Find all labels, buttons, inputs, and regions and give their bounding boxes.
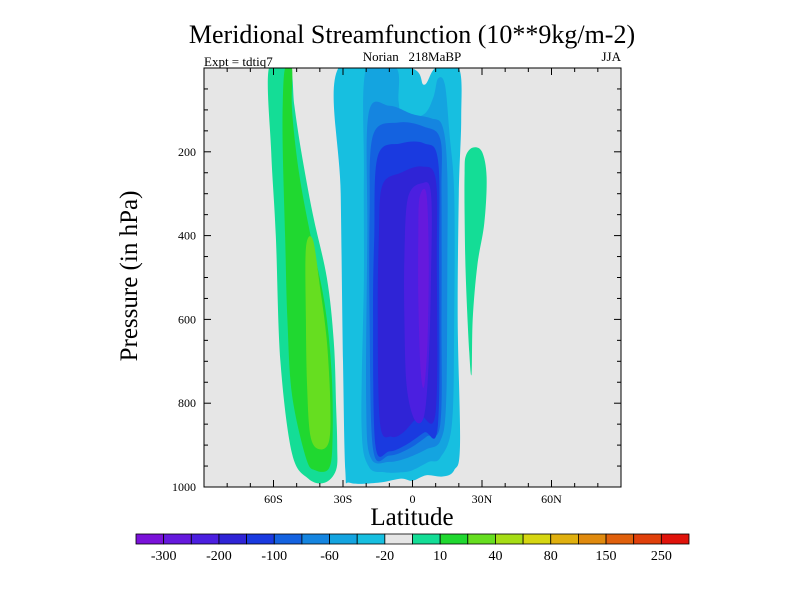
y-axis-label: Pressure (in hPa) bbox=[116, 191, 143, 362]
chart-title: Meridional Streamfunction (10**9kg/m-2) bbox=[189, 20, 635, 49]
x-tick-label: 60S bbox=[264, 492, 283, 506]
colorbar-label: 40 bbox=[488, 549, 502, 564]
axis-ticks: 60S 30S 0 30N 60N 200 400 600 800 1000 bbox=[172, 67, 622, 506]
colorbar: -300 -200 -100 -60 -20 10 40 80 150 250 bbox=[135, 533, 690, 564]
x-tick-label: 30N bbox=[472, 492, 493, 506]
colorbar-label: -300 bbox=[151, 549, 177, 564]
colorbar-swatch bbox=[246, 533, 275, 545]
colorbar-label: -200 bbox=[206, 549, 232, 564]
colorbar-swatch bbox=[163, 533, 192, 545]
y-tick-label: 800 bbox=[178, 396, 196, 410]
colorbar-swatch bbox=[660, 533, 690, 545]
contour-layer bbox=[267, 68, 487, 484]
experiment-label: Expt = tdtiq7 bbox=[204, 54, 273, 69]
colorbar-label: -20 bbox=[376, 549, 395, 564]
colorbar-swatch bbox=[605, 533, 635, 545]
colorbar-swatch bbox=[135, 533, 165, 545]
y-tick-label: 1000 bbox=[172, 480, 196, 494]
y-tick-label: 600 bbox=[178, 312, 196, 326]
colorbar-label: 150 bbox=[596, 549, 617, 564]
contour-northern-tongue-10 bbox=[464, 147, 487, 376]
contour-equatorial-cell-neg200 bbox=[418, 188, 429, 388]
colorbar-swatch bbox=[412, 533, 441, 545]
colorbar-swatch bbox=[439, 533, 469, 545]
colorbar-swatch bbox=[190, 533, 220, 545]
colorbar-swatch bbox=[356, 533, 386, 545]
season-label: JJA bbox=[601, 49, 621, 64]
colorbar-label: -100 bbox=[261, 549, 287, 564]
x-tick-label: 30S bbox=[334, 492, 353, 506]
colorbar-swatch bbox=[522, 533, 552, 545]
colorbar-swatch bbox=[384, 533, 413, 545]
colorbar-swatch bbox=[495, 533, 524, 545]
x-tick-label: 0 bbox=[410, 492, 416, 506]
y-tick-label: 400 bbox=[178, 229, 196, 243]
colorbar-label: 80 bbox=[544, 549, 558, 564]
colorbar-swatch bbox=[467, 533, 496, 545]
x-axis-label: Latitude bbox=[370, 504, 453, 531]
colorbar-swatch bbox=[550, 533, 579, 545]
period-label: Norian 218MaBP bbox=[363, 49, 462, 64]
y-tick-label: 200 bbox=[178, 145, 196, 159]
colorbar-swatch bbox=[329, 533, 358, 545]
colorbar-swatch bbox=[273, 533, 303, 545]
colorbar-swatch bbox=[301, 533, 330, 545]
colorbar-swatch bbox=[218, 533, 247, 545]
colorbar-label: 10 bbox=[433, 549, 447, 564]
colorbar-label: 250 bbox=[651, 549, 672, 564]
x-tick-label: 60N bbox=[541, 492, 562, 506]
contour-southern-cell-80 bbox=[305, 236, 331, 450]
colorbar-swatch bbox=[578, 533, 607, 545]
colorbar-label: -60 bbox=[320, 549, 339, 564]
colorbar-swatch bbox=[633, 533, 662, 545]
